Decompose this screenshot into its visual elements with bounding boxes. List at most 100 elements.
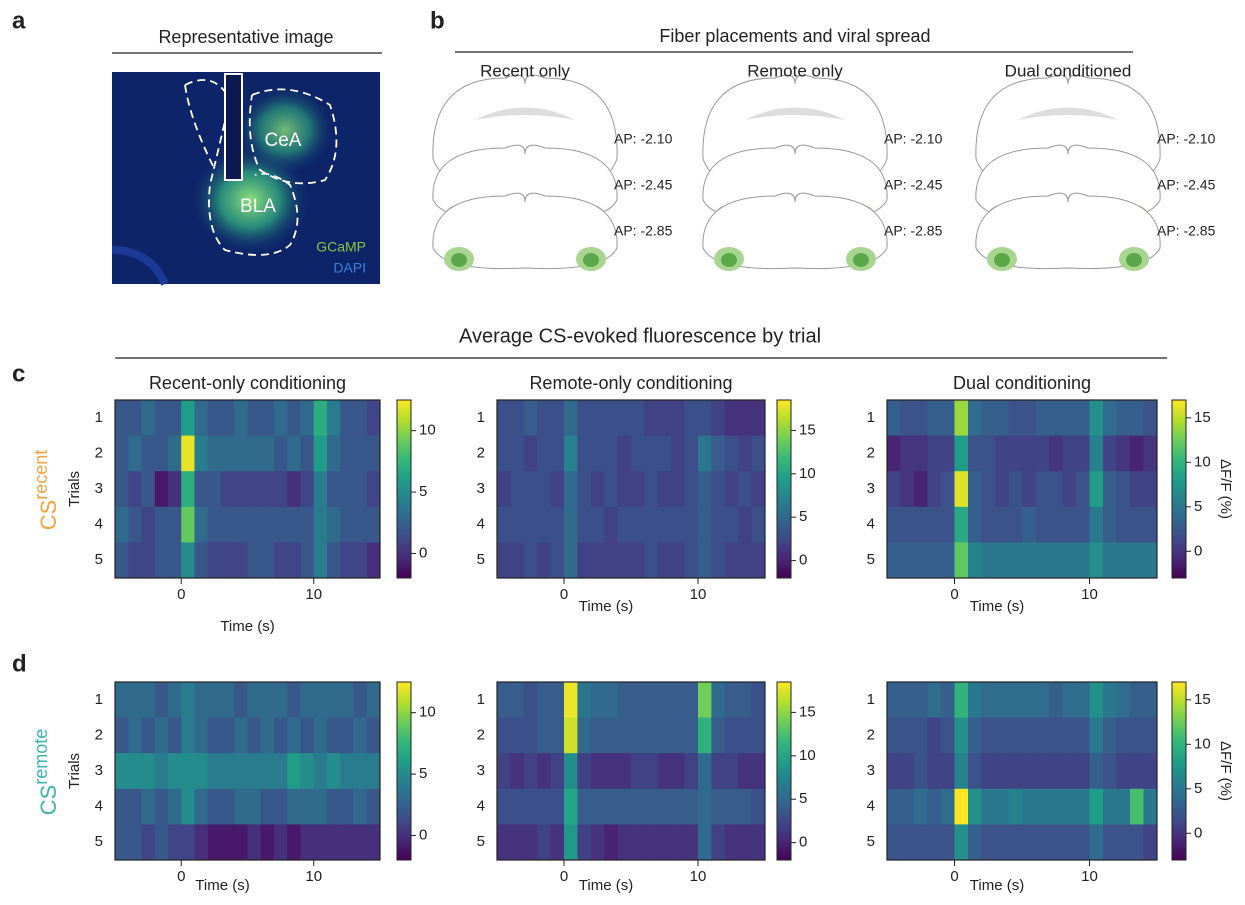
heatmap-cell bbox=[698, 507, 712, 543]
heatmap-cell bbox=[234, 824, 248, 860]
heatmap-cell bbox=[524, 753, 538, 789]
heatmap-cell bbox=[604, 824, 618, 860]
heatmap-cell bbox=[914, 400, 928, 436]
heatmap-cell bbox=[928, 507, 942, 543]
heatmap-cell bbox=[1049, 718, 1063, 754]
heatmap-cell bbox=[698, 824, 712, 860]
heatmap-cell bbox=[671, 400, 685, 436]
x-axis-label: Time (s) bbox=[970, 877, 1024, 894]
heatmap-cell bbox=[327, 471, 341, 507]
heatmap-cell bbox=[524, 789, 538, 825]
heatmap-cell bbox=[644, 753, 658, 789]
heatmap-cell bbox=[1144, 682, 1158, 718]
heatmap-cell bbox=[327, 542, 341, 578]
x-axis-label: Time (s) bbox=[579, 598, 633, 615]
heatmap-cell bbox=[195, 682, 209, 718]
heatmap-cell bbox=[1009, 753, 1023, 789]
heatmap-cell bbox=[234, 471, 248, 507]
heatmap-cell bbox=[725, 400, 739, 436]
heatmap-cell bbox=[1090, 436, 1104, 472]
heatmap-cell bbox=[1130, 542, 1144, 578]
heatmap-cell bbox=[982, 542, 996, 578]
stain-label: GCaMP bbox=[316, 239, 366, 255]
heatmap-cell bbox=[181, 718, 195, 754]
heatmap-cell bbox=[631, 542, 645, 578]
heatmap-cell bbox=[698, 789, 712, 825]
heatmap-cell bbox=[195, 753, 209, 789]
colorbar bbox=[1172, 400, 1186, 578]
heatmap-cell bbox=[551, 436, 565, 472]
heatmap-cell bbox=[497, 824, 511, 860]
heatmap-cell bbox=[564, 824, 578, 860]
heatmap-cell bbox=[1117, 542, 1131, 578]
heatmap-cell bbox=[248, 542, 262, 578]
heatmap-cell bbox=[327, 718, 341, 754]
heatmap-cell bbox=[1022, 718, 1036, 754]
heatmap-cell bbox=[221, 753, 235, 789]
heatmap-cell bbox=[1049, 507, 1063, 543]
heatmap-cell bbox=[928, 471, 942, 507]
heatmap-cell bbox=[274, 682, 288, 718]
heatmap-cell bbox=[537, 682, 551, 718]
heatmap-cell bbox=[1022, 436, 1036, 472]
heatmap-cell bbox=[914, 753, 928, 789]
heatmap-cell bbox=[995, 507, 1009, 543]
heatmap-cell bbox=[928, 682, 942, 718]
heatmap-cell bbox=[644, 718, 658, 754]
heatmap-cell bbox=[1117, 507, 1131, 543]
heatmap-cell bbox=[725, 753, 739, 789]
heatmap-cell bbox=[1090, 824, 1104, 860]
heatmap-cell bbox=[234, 436, 248, 472]
heatmap-cell bbox=[671, 682, 685, 718]
heatmap-cell bbox=[631, 436, 645, 472]
heatmap-cell bbox=[941, 507, 955, 543]
heatmap-cell bbox=[1022, 471, 1036, 507]
heatmap-cell bbox=[982, 753, 996, 789]
ap-label: AP: -2.45 bbox=[1157, 177, 1216, 193]
heatmap-cell bbox=[1009, 789, 1023, 825]
heatmap-cell bbox=[221, 542, 235, 578]
heatmap-cell bbox=[354, 682, 368, 718]
heatmap-cell bbox=[234, 542, 248, 578]
heatmap-cell bbox=[274, 824, 288, 860]
heatmap-cell bbox=[564, 542, 578, 578]
heatmap-cell bbox=[968, 753, 982, 789]
y-tick-label: 1 bbox=[867, 409, 875, 426]
y-tick-label: 1 bbox=[477, 409, 485, 426]
colorbar-label: ΔF/F (%) bbox=[1217, 741, 1234, 801]
heatmap-cell bbox=[968, 718, 982, 754]
heatmap-cell bbox=[1036, 542, 1050, 578]
heatmap-cell bbox=[301, 507, 315, 543]
heatmap-cell bbox=[604, 682, 618, 718]
heatmap-cell bbox=[155, 507, 169, 543]
heatmap-cell bbox=[1009, 542, 1023, 578]
heatmap-cell bbox=[168, 682, 182, 718]
y-tick-label: 3 bbox=[867, 762, 875, 779]
heatmap-cell bbox=[901, 682, 915, 718]
heatmap-cell bbox=[497, 400, 511, 436]
heatmap-cell bbox=[955, 789, 969, 825]
heatmap-cell bbox=[221, 718, 235, 754]
heatmap-cell bbox=[982, 789, 996, 825]
heatmap-cell bbox=[604, 436, 618, 472]
heatmap-cell bbox=[1103, 471, 1117, 507]
heatmap-cell bbox=[941, 718, 955, 754]
heatmap-cell bbox=[497, 682, 511, 718]
heatmap-cell bbox=[524, 718, 538, 754]
heatmap-cell bbox=[115, 824, 129, 860]
heatmap-cell bbox=[551, 789, 565, 825]
heatmap-cell bbox=[711, 753, 725, 789]
heatmap-cell bbox=[982, 682, 996, 718]
heatmap-cell bbox=[128, 507, 142, 543]
heatmap-cell bbox=[274, 542, 288, 578]
heatmap-cell bbox=[327, 753, 341, 789]
heatmap-cell bbox=[1130, 436, 1144, 472]
colorbar-tick-label: 5 bbox=[799, 508, 807, 525]
figure: a b c d Representative image CeA BLA GCa… bbox=[0, 0, 1245, 905]
heatmap-cell bbox=[208, 400, 222, 436]
heatmap-cell bbox=[698, 718, 712, 754]
heatmap-cell bbox=[287, 471, 301, 507]
heatmap-cell bbox=[1103, 507, 1117, 543]
y-tick-label: 4 bbox=[477, 516, 485, 533]
heatmap-cell bbox=[941, 824, 955, 860]
